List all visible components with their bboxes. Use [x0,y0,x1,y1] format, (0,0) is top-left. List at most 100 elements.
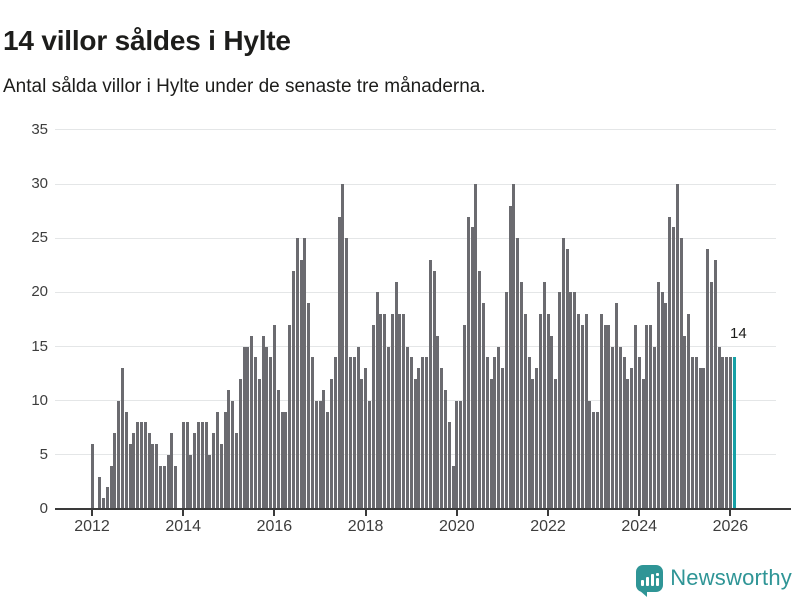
bar [440,368,444,509]
grid-line [55,237,776,239]
bar [497,346,501,509]
x-axis-tick [455,510,458,516]
bar [626,379,630,509]
bar [630,368,634,509]
bar [223,411,227,509]
bar [462,324,466,509]
bar [656,281,660,509]
bar [588,400,592,509]
x-axis-label: 2012 [74,518,110,535]
x-axis-tick [182,510,185,516]
bar [592,411,596,509]
bar [424,357,428,509]
bar [227,389,231,509]
bar [136,422,140,509]
last-value-annotation: 14 [730,325,747,342]
bar [652,346,656,509]
y-axis-label: 30 [31,175,48,193]
logo-bar-large-icon [650,573,654,586]
bar [101,498,105,509]
bar [432,270,436,509]
bar [379,314,383,509]
bar [466,216,470,509]
y-axis-label: 5 [39,445,48,463]
bar [573,292,577,509]
bar [348,357,352,509]
bar [284,411,288,509]
bar [614,303,618,509]
bar [599,314,603,509]
bar [516,238,520,509]
bar [698,368,702,509]
bar [215,411,219,509]
bar [421,357,425,509]
chart-canvas: 0 5 10 15 20 25 30 35 2012 2014 2016 2018 2020 2022 20… [31,121,791,535]
bar [565,249,569,509]
bar [242,346,246,509]
bar [527,357,531,509]
bar [162,465,166,509]
bar [291,270,295,509]
bar [337,216,341,509]
highlighted-bar [732,357,736,509]
x-axis-line [55,508,791,510]
bar [185,422,189,509]
bar [200,422,204,509]
bar [246,346,250,509]
bar [166,454,170,509]
bar [402,314,406,509]
bar [295,238,299,509]
bar [345,238,349,509]
bar [580,324,584,509]
bar [147,433,151,509]
bar [120,368,124,509]
bar [265,346,269,509]
bar [364,368,368,509]
bar [618,346,622,509]
bar [508,205,512,509]
bar [98,476,102,509]
bar [649,324,653,509]
bar [356,346,360,509]
bar [409,357,413,509]
bar [595,411,599,509]
y-axis-label: 0 [39,500,48,517]
bar [428,259,432,509]
bar [341,184,345,509]
bar [390,314,394,509]
bar [333,357,337,509]
page-subtitle: Antal sålda villor i Hylte under de sena… [3,76,486,97]
bar [299,259,303,509]
grid-line [55,129,776,131]
x-axis-tick [729,510,732,516]
bar [174,465,178,509]
bar-chart-speech-bubble-icon [636,564,664,597]
bar [683,335,687,509]
bar [690,357,694,509]
x-axis-label: 2020 [439,518,475,535]
bar [459,400,463,509]
bar [117,400,121,509]
bar [318,400,322,509]
y-axis-label: 20 [31,283,48,301]
bar [451,465,455,509]
bar [360,379,364,509]
bar [470,227,474,509]
bar [151,444,155,509]
bar [561,238,565,509]
bar [493,357,497,509]
bar [234,433,238,509]
bar [204,422,208,509]
bar [288,324,292,509]
newsworthy-logo-text: Newsworthy [670,565,792,590]
bar [531,379,535,509]
bar [481,303,485,509]
bar [706,249,710,509]
bar [694,357,698,509]
bar [181,422,185,509]
bar [383,314,387,509]
bar [124,411,128,509]
bar [569,292,573,509]
bar [329,379,333,509]
bar [660,292,664,509]
